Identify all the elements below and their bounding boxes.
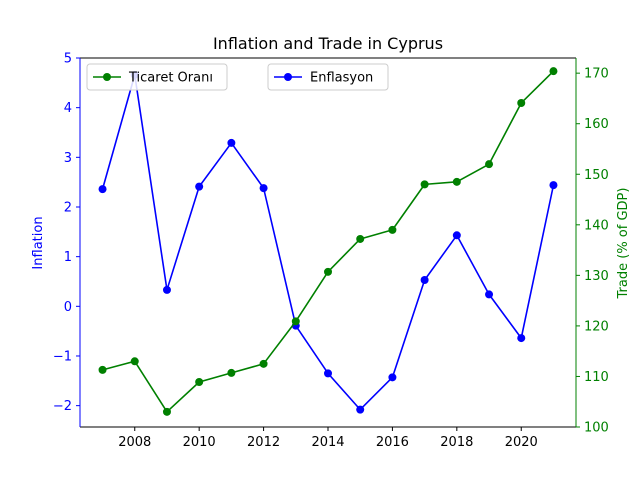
data-point-inflation (356, 405, 365, 414)
right-tick-label: 150 (584, 168, 609, 183)
data-point-inflation (259, 184, 268, 193)
series-layer (98, 67, 558, 416)
data-point-trade (356, 234, 365, 243)
data-point-inflation (420, 275, 429, 284)
data-point-trade (517, 98, 526, 107)
left-tick-label: 2 (64, 200, 72, 215)
data-point-inflation (452, 231, 461, 240)
right-axis-label: Trade (% of GDP) (616, 188, 631, 300)
right-tick-label: 170 (584, 67, 609, 82)
x-tick-label: 2016 (376, 435, 409, 450)
left-tick-label: −2 (53, 399, 72, 414)
legend-label-inflation: Enflasyon (310, 71, 373, 86)
right-tick-label: 130 (584, 269, 609, 284)
data-point-inflation (162, 285, 171, 294)
data-point-trade (420, 180, 429, 189)
x-tick-label: 2014 (311, 435, 344, 450)
left-tick-label: 5 (64, 52, 72, 67)
data-point-trade (130, 357, 139, 366)
legend-box-inflation (267, 63, 389, 91)
right-tick-label: 100 (584, 421, 609, 436)
left-tick-label: 1 (64, 250, 72, 265)
left-tick-label: 4 (64, 101, 72, 116)
x-tick-label: 2018 (440, 435, 473, 450)
chart-title: Inflation and Trade in Cyprus (213, 34, 443, 53)
right-tick-label: 160 (584, 117, 609, 132)
legend-layer: Ticaret Oranı Enflasyon (86, 63, 389, 91)
x-tick-label: 2008 (118, 435, 151, 450)
data-point-trade (162, 407, 171, 416)
data-point-trade (98, 365, 107, 374)
data-point-inflation (195, 182, 204, 191)
left-axis-label: Inflation (31, 216, 46, 269)
data-point-inflation (98, 185, 107, 194)
data-point-inflation (549, 181, 558, 190)
left-tick-label: 0 (64, 300, 72, 315)
data-point-inflation (517, 334, 526, 343)
legend-box-trade (86, 63, 228, 91)
data-point-trade (227, 368, 236, 377)
left-tick-label: −1 (53, 349, 72, 364)
data-point-trade (388, 225, 397, 234)
right-tick-label: 140 (584, 218, 609, 233)
data-point-trade (291, 317, 300, 326)
data-point-trade (549, 67, 558, 76)
x-tick-label: 2020 (505, 435, 538, 450)
data-point-trade (324, 267, 332, 276)
x-tick-label: 2010 (183, 435, 216, 450)
legend-swatch-marker-trade (103, 73, 111, 81)
x-tick-label: 2012 (247, 435, 280, 450)
data-point-inflation (485, 290, 494, 299)
data-point-inflation (388, 373, 397, 382)
data-point-inflation (227, 138, 236, 147)
data-point-inflation (324, 369, 332, 378)
right-tick-label: 110 (584, 370, 609, 385)
legend-label-trade: Ticaret Oranı (128, 71, 213, 86)
legend-swatch-marker-inflation (284, 73, 292, 81)
data-point-trade (452, 177, 461, 186)
data-point-trade (259, 359, 268, 368)
right-tick-label: 120 (584, 319, 609, 334)
data-point-trade (195, 378, 204, 387)
left-tick-label: 3 (64, 151, 72, 166)
axes-layer: 2008 2010 2012 2014 2016 2018 2020 −2 −1 0 1 2 3 4 5 10… (53, 52, 609, 451)
data-point-trade (485, 160, 494, 169)
